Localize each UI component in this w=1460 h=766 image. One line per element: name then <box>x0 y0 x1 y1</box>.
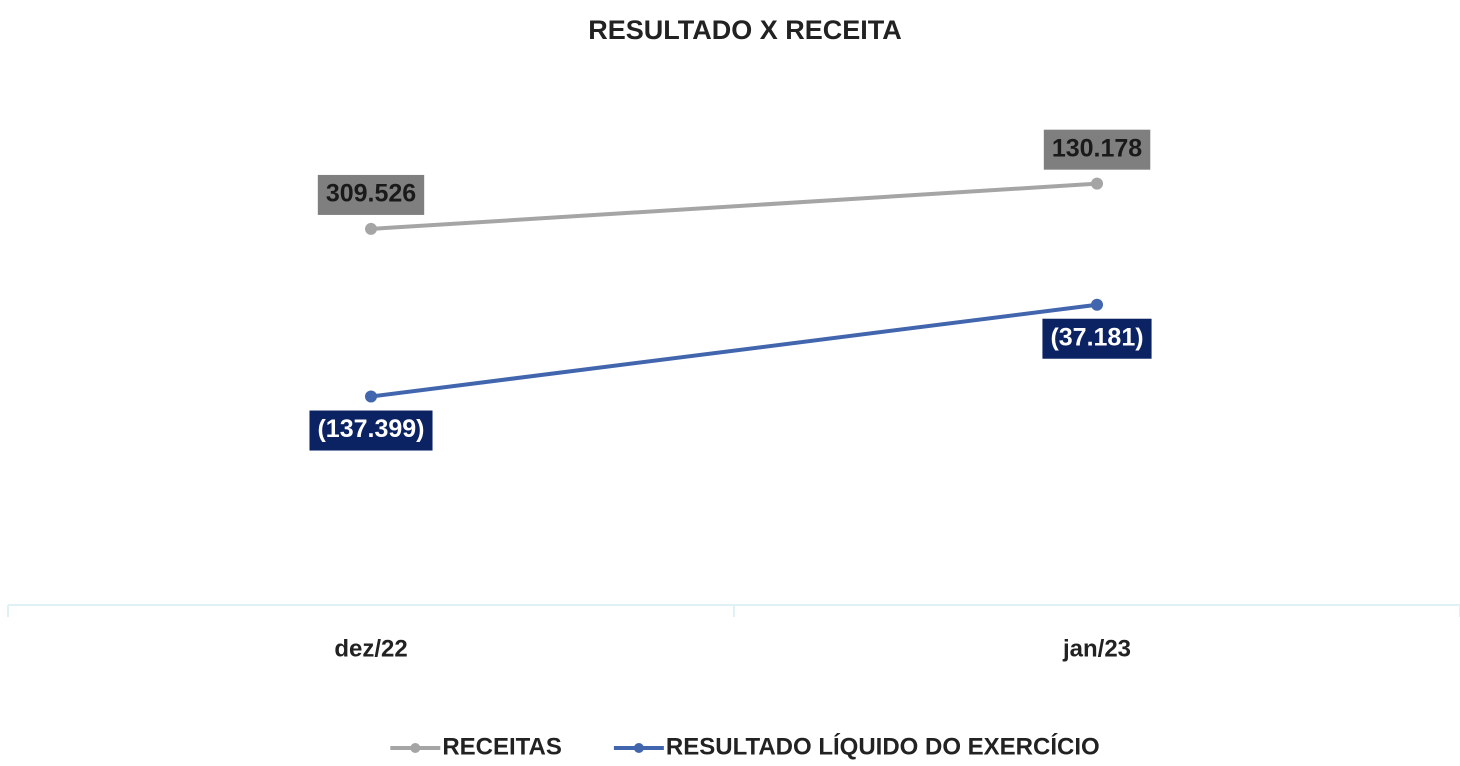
data-label: 309.526 <box>317 174 425 215</box>
legend-label: RECEITAS <box>442 733 562 760</box>
data-label: (137.399) <box>309 410 433 451</box>
data-label-box <box>1043 129 1151 170</box>
data-point <box>1091 298 1103 311</box>
data-label-text: (37.181) <box>1050 323 1143 351</box>
series-line <box>370 302 1098 399</box>
x-tick-label: jan/23 <box>1062 635 1131 662</box>
legend-marker <box>633 743 644 753</box>
data-point <box>365 390 377 403</box>
data-label-box <box>317 174 425 215</box>
x-tick-label: dez/22 <box>334 635 407 662</box>
data-point <box>1091 177 1103 190</box>
data-label-text: 130.178 <box>1052 134 1142 162</box>
series-line <box>370 181 1098 231</box>
data-label-box <box>1042 318 1152 359</box>
data-label-text: (137.399) <box>317 415 424 443</box>
data-label: 130.178 <box>1043 129 1151 170</box>
legend-label: RESULTADO LÍQUIDO DO EXERCÍCIO <box>666 732 1100 760</box>
data-label: (37.181) <box>1042 318 1152 359</box>
legend: RECEITAS RESULTADO LÍQUIDO DO EXERCÍCIO <box>390 732 1100 760</box>
data-point <box>365 222 377 235</box>
chart-title: RESULTADO X RECEITA <box>588 15 902 45</box>
data-label-text: 309.526 <box>326 180 416 208</box>
legend-marker <box>410 743 421 753</box>
data-label-box <box>309 410 433 451</box>
